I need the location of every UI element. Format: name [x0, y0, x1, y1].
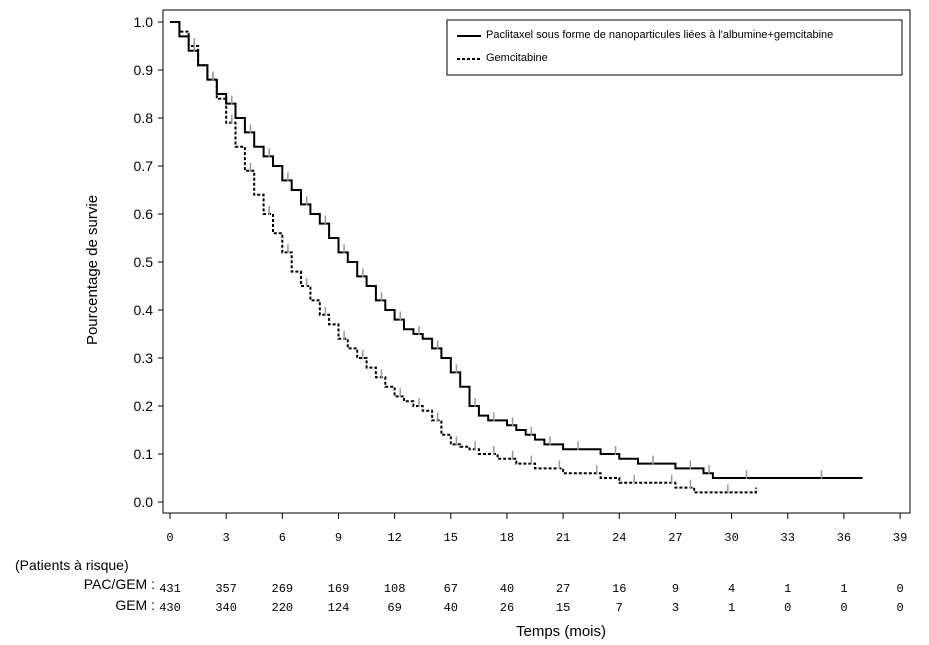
series-line-pac-gem	[170, 21, 863, 479]
risk-value-gem: 40	[444, 601, 458, 615]
risk-value-gem: 0	[784, 601, 791, 615]
risk-value-gem: 15	[556, 601, 570, 615]
risk-value-gem: 430	[159, 601, 181, 615]
y-tick-label: 0.5	[134, 254, 154, 270]
y-tick-label: 0.6	[134, 206, 154, 222]
risk-value-pac-gem: 27	[556, 582, 570, 596]
series-line-gem	[170, 21, 757, 494]
plot-frame	[162, 9, 911, 514]
x-tick-label: 30	[724, 531, 738, 545]
x-tick-label: 21	[556, 531, 570, 545]
risk-value-gem: 26	[500, 601, 514, 615]
x-tick-label: 12	[387, 531, 401, 545]
y-tick-label: 0.3	[134, 350, 154, 366]
y-axis-label: Pourcentage de survie	[84, 195, 101, 345]
x-axis-label: Temps (mois)	[516, 623, 606, 640]
legend: Paclitaxel sous forme de nanoparticules …	[446, 19, 903, 76]
x-tick-label: 33	[781, 531, 795, 545]
risk-value-pac-gem: 40	[500, 582, 514, 596]
risk-value-gem: 1	[728, 601, 735, 615]
survival-curves	[170, 21, 863, 494]
y-tick-label: 0.2	[134, 398, 154, 414]
risk-table-header: (Patients à risque)	[15, 557, 129, 573]
x-tick-label: 27	[668, 531, 682, 545]
risk-row-label-gem: GEM :	[115, 597, 155, 613]
risk-value-gem: 0	[896, 601, 903, 615]
risk-value-pac-gem: 4	[728, 582, 735, 596]
risk-value-pac-gem: 9	[672, 582, 679, 596]
y-tick-label: 0.1	[134, 446, 154, 462]
risk-value-pac-gem: 357	[215, 582, 237, 596]
legend-label-gem: Gemcitabine	[486, 52, 548, 64]
risk-row-label-pac-gem: PAC/GEM :	[84, 576, 155, 592]
x-tick-label: 24	[612, 531, 626, 545]
x-tick-label: 39	[893, 531, 907, 545]
censor-marks	[193, 38, 823, 494]
risk-value-gem: 69	[387, 601, 401, 615]
risk-value-pac-gem: 67	[444, 582, 458, 596]
y-tick-label: 0.4	[134, 302, 154, 318]
risk-value-pac-gem: 1	[784, 582, 791, 596]
risk-value-pac-gem: 169	[328, 582, 350, 596]
y-tick-label: 0.0	[134, 494, 154, 510]
x-tick-label: 9	[335, 531, 342, 545]
risk-value-gem: 3	[672, 601, 679, 615]
risk-value-pac-gem: 269	[272, 582, 294, 596]
y-axis: 0.0 0.1 0.2 0.3 0.4 0.5 0.6 0.7 0.8 0.9 1.0	[134, 14, 164, 510]
risk-value-pac-gem: 431	[159, 582, 181, 596]
risk-value-gem: 7	[616, 601, 623, 615]
risk-value-gem: 124	[328, 601, 350, 615]
x-tick-label: 3	[223, 531, 230, 545]
y-tick-label: 0.7	[134, 158, 154, 174]
legend-label-pac-gem: Paclitaxel sous forme de nanoparticules …	[486, 29, 833, 41]
risk-value-pac-gem: 1	[840, 582, 847, 596]
risk-value-gem: 0	[840, 601, 847, 615]
y-tick-label: 0.8	[134, 110, 154, 126]
risk-value-gem: 220	[272, 601, 294, 615]
x-tick-label: 0	[166, 531, 173, 545]
y-tick-label: 0.9	[134, 62, 154, 78]
legend-box	[446, 19, 903, 76]
risk-value-pac-gem: 108	[384, 582, 406, 596]
x-tick-label: 18	[500, 531, 514, 545]
risk-value-pac-gem: 16	[612, 582, 626, 596]
y-tick-label: 1.0	[134, 14, 154, 30]
x-axis: 0 3 6 9 12 15 18 21 24 27 30 33 36 39	[166, 512, 907, 545]
x-tick-label: 36	[837, 531, 851, 545]
risk-value-pac-gem: 0	[896, 582, 903, 596]
x-tick-label: 6	[279, 531, 286, 545]
risk-value-gem: 340	[215, 601, 237, 615]
x-tick-label: 15	[444, 531, 458, 545]
